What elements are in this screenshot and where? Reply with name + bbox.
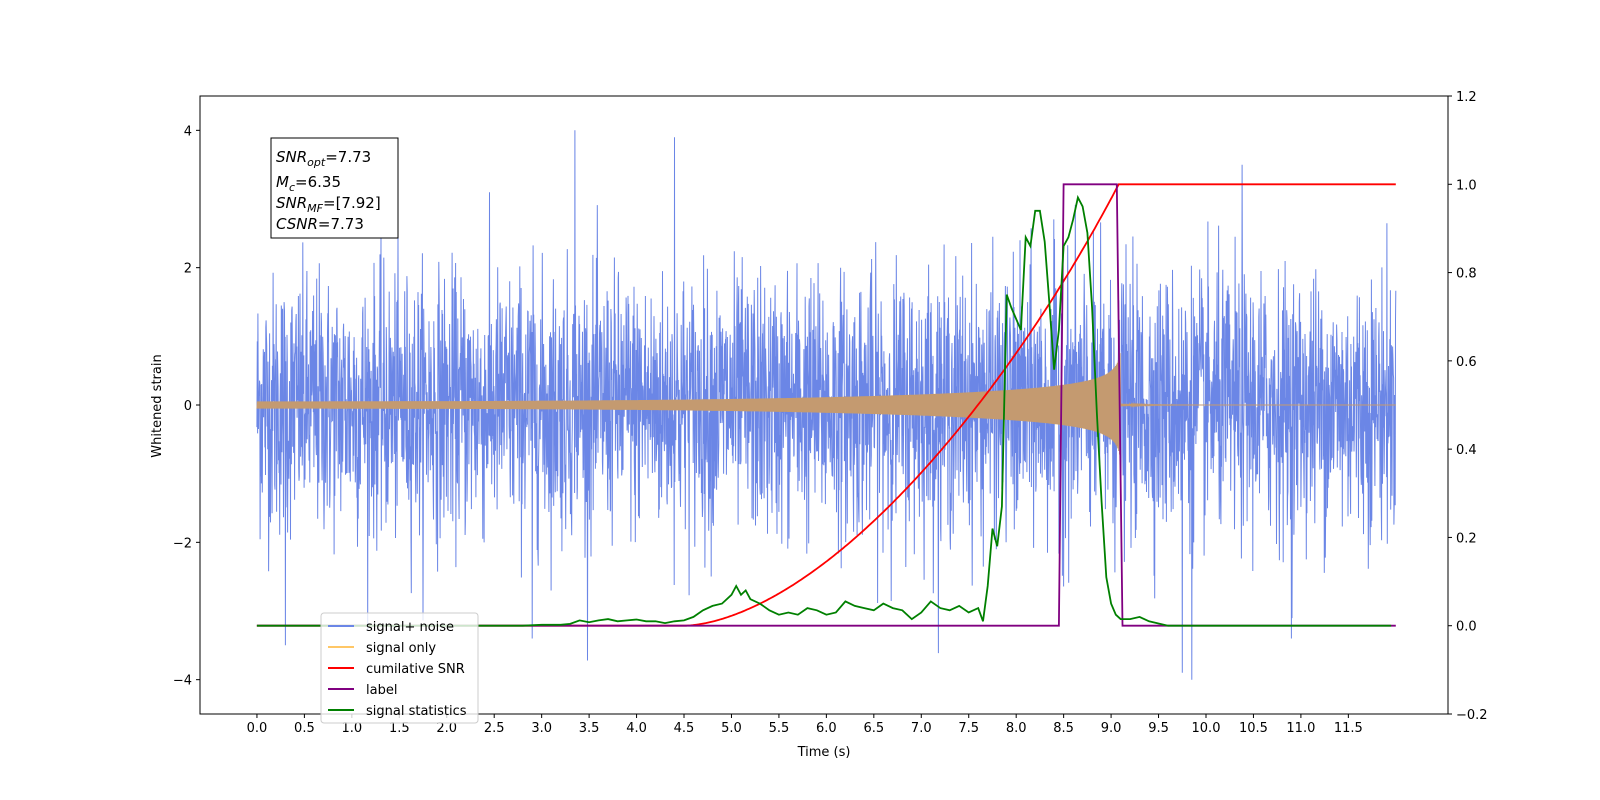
legend-entry: signal statistics — [366, 704, 467, 719]
y-right-tick-label: 0.8 — [1456, 267, 1477, 282]
x-tick-label: 6.0 — [816, 721, 837, 736]
x-tick-label: 1.5 — [389, 721, 410, 736]
info-snr-opt-value: 7.73 — [338, 148, 371, 166]
y-left-tick-label: 2 — [184, 262, 192, 277]
y-right-tick-label: 1.0 — [1456, 178, 1477, 193]
y-right-tick-label: 0.4 — [1456, 443, 1477, 458]
series-signal-noise — [256, 130, 1397, 680]
info-mc: Mc=6.35 — [276, 173, 341, 194]
signal-statistics-line — [256, 194, 1392, 627]
y-left-tick-label: 4 — [184, 124, 192, 139]
info-csnr-value: 7.73 — [331, 215, 364, 233]
x-tick-label: 0.0 — [247, 721, 268, 736]
x-tick-label: 8.5 — [1053, 721, 1074, 736]
x-tick-label: 10.0 — [1192, 721, 1221, 736]
x-tick-label: 3.5 — [579, 721, 600, 736]
x-tick-label: 10.5 — [1239, 721, 1268, 736]
x-tick-label: 5.5 — [769, 721, 790, 736]
x-tick-label: 1.0 — [342, 721, 363, 736]
series-signal-statistics — [256, 194, 1392, 627]
x-tick-label: 2.0 — [436, 721, 457, 736]
x-tick-label: 8.0 — [1006, 721, 1027, 736]
legend-entry: signal+ noise — [366, 620, 454, 635]
cumilative-snr-line — [256, 183, 1396, 627]
x-tick-label: 6.5 — [863, 721, 884, 736]
legend-entry: label — [366, 683, 397, 698]
y-axis-right-ticks: 1.2 1.0 0.8 0.6 0.4 0.2 0.0 −0.2 — [1448, 90, 1488, 723]
legend: signal+ noise signal only cumilative SNR la… — [320, 612, 479, 724]
y-axis-left-ticks: 4 2 0 −2 −4 — [173, 124, 200, 689]
y-right-tick-label: 0.0 — [1456, 620, 1477, 635]
info-snr-mf-value: [7.92] — [336, 194, 381, 212]
info-csnr: CSNR=7.73 — [276, 215, 364, 233]
x-tick-label: 9.0 — [1101, 721, 1122, 736]
x-axis-ticks: 0.0 0.5 1.0 1.5 2.0 2.5 3.0 3.5 4.0 4.5 5.0 5.5 6.0 6… — [247, 714, 1363, 736]
x-tick-label: 2.5 — [484, 721, 505, 736]
signal-only-line — [256, 353, 1396, 455]
legend-entry: signal only — [366, 641, 436, 656]
y-left-tick-label: −4 — [173, 674, 192, 689]
x-tick-label: 11.5 — [1334, 721, 1363, 736]
info-snr-opt: SNRopt=7.73 — [276, 148, 371, 169]
series-cumilative-snr — [256, 183, 1396, 627]
x-tick-label: 3.0 — [531, 721, 552, 736]
info-box: SNRopt=7.73 Mc=6.35 SNRMF=[7.92] CSNR=7.… — [270, 137, 399, 239]
x-tick-label: 4.5 — [674, 721, 695, 736]
x-tick-label: 0.5 — [294, 721, 315, 736]
x-tick-label: 7.5 — [958, 721, 979, 736]
y-right-tick-label: 1.2 — [1456, 90, 1477, 105]
info-mc-value: 6.35 — [308, 173, 341, 191]
y-left-tick-label: 0 — [184, 399, 192, 414]
info-snr-mf: SNRMF=[7.92] — [276, 194, 381, 215]
x-tick-label: 7.0 — [911, 721, 932, 736]
x-tick-label: 11.0 — [1286, 721, 1315, 736]
x-tick-label: 9.5 — [1148, 721, 1169, 736]
series-signal-only — [256, 353, 1396, 455]
y-right-tick-label: 0.2 — [1456, 531, 1477, 546]
signal-noise-line — [256, 130, 1397, 680]
legend-frame — [320, 612, 479, 724]
info-box-frame — [270, 137, 399, 239]
y-axis-left-label: Whitened strain — [150, 354, 165, 457]
y-left-tick-label: −2 — [173, 536, 192, 551]
x-tick-label: 4.0 — [626, 721, 647, 736]
legend-entry: cumilative SNR — [366, 662, 465, 677]
x-tick-label: 5.0 — [721, 721, 742, 736]
x-axis-label: Time (s) — [797, 745, 851, 760]
y-right-tick-label: −0.2 — [1456, 708, 1488, 723]
y-right-tick-label: 0.6 — [1456, 355, 1477, 370]
